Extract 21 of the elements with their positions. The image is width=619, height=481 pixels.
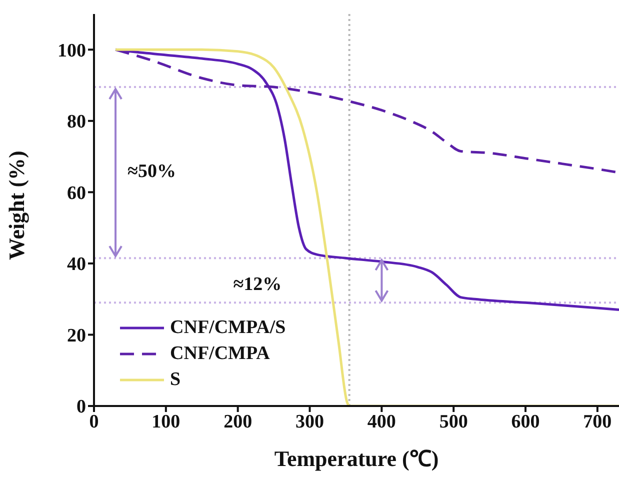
x-axis-title: Temperature (℃): [274, 446, 439, 471]
y-tick-label: 20: [67, 325, 86, 346]
y-tick-label: 40: [67, 254, 86, 276]
x-tick-label: 700: [583, 411, 612, 432]
x-tick-label: 100: [152, 411, 180, 432]
y-tick-label: 80: [67, 112, 86, 133]
y-axis-title: Weight (%): [4, 150, 29, 260]
y-tick-label: 0: [76, 396, 86, 418]
x-tick-label: 500: [439, 411, 468, 432]
x-tick-label: 600: [511, 411, 540, 432]
annotation: ≈12%: [233, 274, 282, 296]
legend-label: CNF/CMPA/S: [170, 316, 286, 340]
annotation: ≈50%: [128, 160, 176, 182]
legend-label: S: [170, 368, 181, 392]
x-tick-label: 400: [367, 411, 396, 432]
y-tick-label: 60: [67, 182, 86, 204]
x-tick-label: 0: [89, 411, 99, 432]
legend-label: CNF/CMPA: [170, 342, 270, 366]
x-tick-label: 200: [224, 411, 252, 432]
y-tick-label: 100: [58, 40, 86, 62]
x-tick-label: 300: [296, 411, 324, 432]
